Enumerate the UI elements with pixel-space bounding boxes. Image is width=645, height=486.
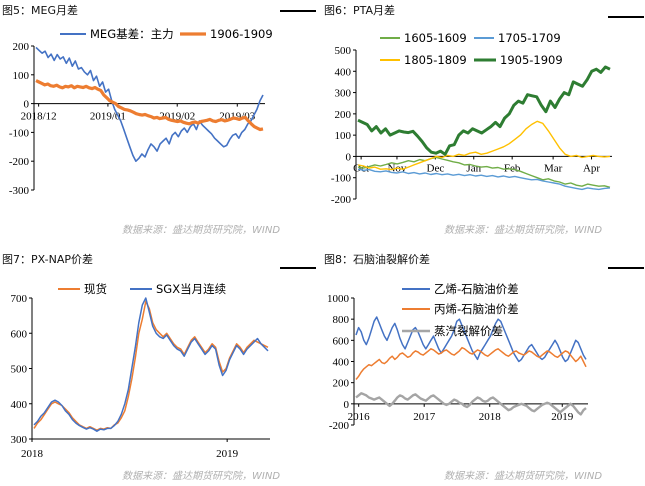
pta-legend-label-3: 1805-1809 [404, 53, 467, 67]
naphtha-title-rule [608, 267, 644, 269]
pta-y-tick-label: 300 [335, 88, 352, 100]
meg-legend-label-1: MEG基差：主力 [90, 27, 174, 41]
pxnap-chart: 300 400 500 600 700 2018 2019 现货 SGX当月连续 [11, 282, 270, 460]
pta-legend-label-1: 1605-1609 [404, 31, 467, 45]
np-series-line-3 [355, 392, 587, 416]
pta-x-tick-label: Feb [504, 162, 521, 174]
px-legend-label-1: 现货 [84, 282, 107, 296]
px-series-line-2 [33, 297, 269, 432]
pta-y-tick-label: 500 [335, 45, 352, 57]
pta-title-rule [608, 16, 644, 18]
px-y-tick-label: 400 [11, 399, 28, 411]
np-x-tick-label: 2016 [348, 411, 371, 423]
naphtha-chart-title: 图8：石脑油裂解价差 [324, 253, 430, 266]
px-y-tick-label: 500 [11, 364, 28, 376]
meg-panel: 图5：MEG月差 -300 -200 -100 0 100 200 2018/12 2019/… [0, 0, 322, 243]
naphtha-panel: 图8：石脑油裂解价差 -200 0 200 400 600 800 1000 2016 2017… [322, 243, 645, 486]
px-y-tick-label: 600 [11, 328, 28, 340]
pta-series-line-3 [357, 120, 611, 171]
pta-panel: 图6：PTA月差 -200 -100 0 100 200 300 400 500 Oct Nov D… [322, 0, 645, 243]
np-y-tick-label: 200 [333, 378, 350, 390]
np-x-tick-label: 2017 [413, 411, 436, 423]
naphtha-chart: -200 0 200 400 600 800 1000 2016 2017 2018 2019 乙烯-… [327, 282, 588, 432]
px-y-tick-label: 700 [11, 293, 28, 305]
np-y-tick-label: 600 [333, 335, 350, 347]
pta-x-tick-label: Dec [427, 162, 445, 174]
np-legend-label-1: 乙烯-石脑油价差 [434, 282, 519, 296]
meg-title-rule [280, 10, 316, 12]
np-x-tick-label: 2019 [551, 411, 574, 423]
px-y-tick-label: 300 [11, 434, 28, 446]
pta-y-tick-label: -100 [331, 173, 352, 185]
pta-x-tick-label: Oct [353, 162, 369, 174]
pta-y-tick-label: -200 [331, 194, 352, 206]
np-y-tick-label: 1000 [327, 293, 350, 305]
np-x-tick-label: 2018 [479, 411, 502, 423]
pta-y-tick-label: 100 [335, 130, 352, 142]
meg-series-line-2 [35, 79, 264, 132]
meg-y-tick-label: 0 [24, 99, 30, 111]
meg-y-tick-label: -100 [9, 127, 30, 139]
np-series-line-1 [355, 316, 587, 363]
pta-x-tick-label: Apr [583, 162, 600, 174]
pxnap-title-rule [280, 267, 316, 269]
pta-source: 数据来源：盛达期货研究院，WIND [444, 225, 603, 236]
pta-legend-label-4: 1905-1909 [500, 53, 563, 67]
pta-chart-title: 图6：PTA月差 [324, 4, 396, 17]
pxnap-panel: 图7：PX-NAP价差 300 400 500 600 700 2018 2019 现货 SGX… [0, 243, 322, 486]
pta-y-tick-label: 400 [335, 66, 352, 78]
pta-series-line-2 [357, 168, 611, 191]
np-y-tick-label: 400 [333, 357, 350, 369]
np-series-line-2 [355, 346, 587, 380]
pta-series-line-4 [357, 65, 611, 156]
np-legend-label-2: 丙烯-石脑油价差 [434, 302, 519, 316]
pta-series-line-1 [357, 156, 611, 188]
meg-y-tick-label: -200 [9, 156, 30, 168]
meg-chart-title: 图5：MEG月差 [2, 4, 78, 17]
meg-series-line-1 [35, 46, 264, 162]
px-legend-label-2: SGX当月连续 [156, 282, 226, 296]
meg-x-tick-label: 2018/12 [21, 111, 57, 123]
np-y-tick-label: 800 [333, 314, 350, 326]
px-x-tick-label: 2018 [21, 448, 44, 460]
meg-legend-label-2: 1906-1909 [210, 27, 273, 41]
pta-x-tick-label: Mar [544, 162, 563, 174]
pta-x-tick-label: Jan [466, 162, 481, 174]
pta-legend-label-2: 1705-1709 [498, 31, 561, 45]
px-x-tick-label: 2019 [216, 448, 239, 460]
np-y-tick-label: -200 [329, 420, 350, 432]
pxnap-source: 数据来源：盛达期货研究院，WIND [122, 471, 281, 482]
pta-y-tick-label: 200 [335, 109, 352, 121]
pta-y-tick-label: 0 [346, 151, 352, 163]
np-y-tick-label: 0 [344, 399, 350, 411]
pxnap-chart-title: 图7：PX-NAP价差 [2, 253, 93, 266]
meg-y-tick-label: -300 [9, 185, 30, 197]
naphtha-source: 数据来源：盛达期货研究院，WIND [444, 471, 603, 482]
meg-source: 数据来源：盛达期货研究院，WIND [122, 225, 281, 236]
meg-y-tick-label: 100 [13, 70, 30, 82]
np-legend-label-3: 蒸汽裂解价差 [434, 324, 503, 338]
meg-y-tick-label: 200 [13, 41, 30, 53]
